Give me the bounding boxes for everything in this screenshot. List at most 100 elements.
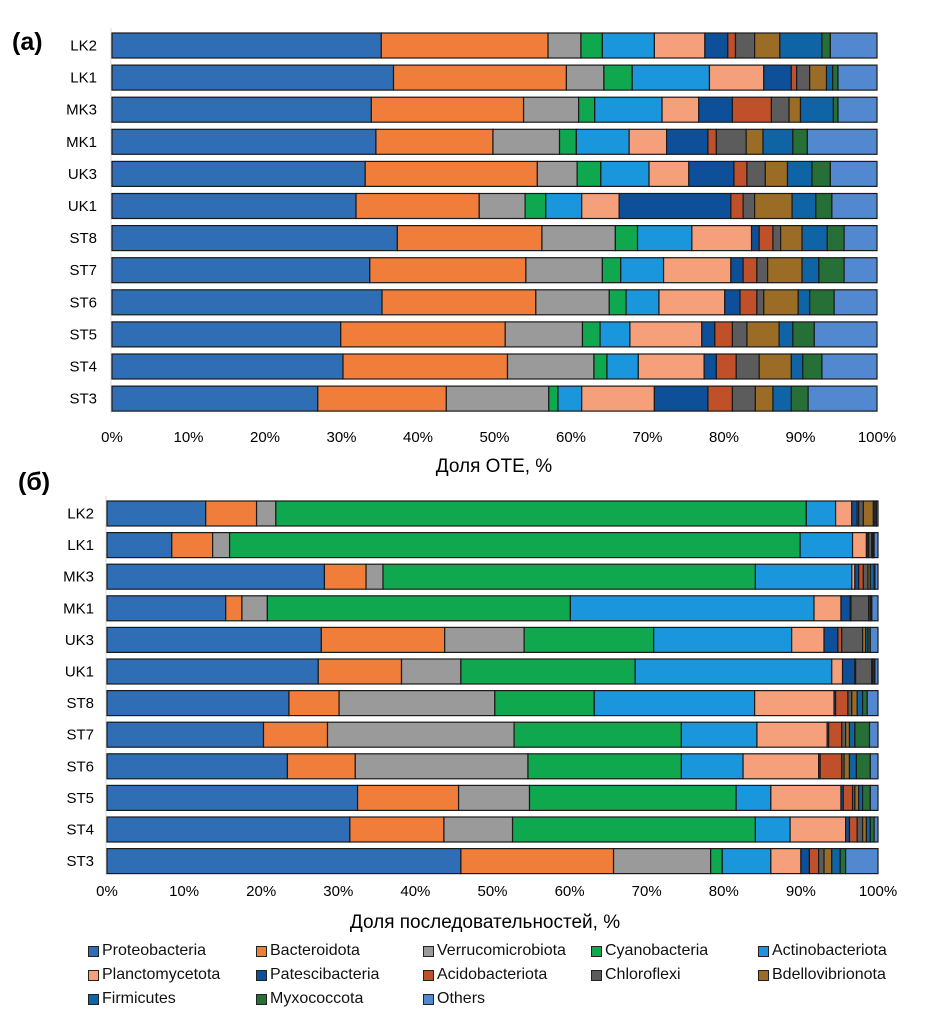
category-label: ST3	[66, 853, 94, 870]
bar-segment-firmicutes	[797, 289, 811, 316]
bar-segment-firmicutes	[801, 225, 828, 252]
category-label: ST6	[69, 294, 97, 311]
bar-segment-proteobacteria	[111, 353, 344, 380]
bar-segment-acidobacteriota	[828, 721, 843, 748]
bar-segment-patescibacteria	[763, 64, 792, 91]
legend-swatch	[591, 945, 602, 957]
category-label: UK1	[68, 198, 97, 215]
bar-segment-bacteroidota	[317, 385, 447, 412]
bar-segment-myxococcota	[861, 784, 871, 812]
bar-segment-myxococcota	[839, 847, 847, 875]
bar-segment-actinobacteriota	[634, 658, 833, 685]
bar-segment-planctomycetota	[851, 531, 868, 559]
bar-segment-planctomycetota	[691, 225, 753, 252]
bar-segment-bacteroidota	[349, 816, 445, 843]
bar-segment-proteobacteria	[106, 563, 326, 590]
category-label: LK2	[67, 506, 94, 523]
bar-segment-planctomycetota	[789, 816, 847, 843]
x-tick-label: 80%	[709, 429, 739, 446]
bar-segment-proteobacteria	[106, 500, 207, 527]
bar-segment-patescibacteria	[698, 96, 734, 123]
bar-segment-planctomycetota	[834, 500, 853, 527]
bar-segment-myxococcota	[790, 385, 809, 412]
bar-segment-patescibacteria	[666, 128, 709, 155]
bar-segment-proteobacteria	[106, 784, 359, 812]
bar-segment-verrucomicrobiota	[241, 595, 268, 622]
bar-segment-others	[875, 500, 879, 527]
bar-segment-others	[868, 721, 879, 748]
bar-segment-actinobacteriota	[653, 626, 793, 654]
bar-segment-cyanobacteria	[581, 321, 601, 348]
x-tick-label: 60%	[555, 883, 585, 900]
bar-segment-planctomycetota	[581, 385, 655, 412]
bar-segment-planctomycetota	[653, 32, 706, 59]
bar-segment-planctomycetota	[756, 721, 828, 748]
legend-label: Firmicutes	[102, 990, 176, 1007]
bar-segment-proteobacteria	[106, 689, 290, 717]
x-tick-label: 0%	[101, 429, 123, 446]
bar-segment-patescibacteria	[840, 595, 851, 622]
bar-segment-acidobacteriota	[742, 257, 758, 284]
panel-a-x-ticks: 0% 10% 20% 30% 40% 50% 60% 70% 80% 90% 100%	[101, 429, 896, 446]
bar-segment-verrucomicrobiota	[444, 626, 525, 654]
bar-segment-actinobacteriota	[721, 847, 772, 875]
panel-a-x-axis-title: Доля ОТЕ, %	[436, 456, 552, 477]
legend-swatch	[758, 969, 769, 981]
bar-segment-bacteroidota	[375, 128, 494, 155]
bar-segment-others	[869, 784, 879, 812]
x-tick-label: 40%	[403, 429, 433, 446]
bar-segment-chloroflexi	[818, 847, 825, 875]
bar-segment-actinobacteriota	[680, 753, 744, 780]
bar-segment-others	[806, 128, 878, 155]
legend-label: Cyanobacteria	[605, 942, 709, 959]
bar-segment-bdellovibrionota	[746, 321, 780, 348]
figure: (a) LK2 LK1 MK3 MK1 UK3 UK1 ST8 ST7 ST6 ST5 ST4 ST3…	[12, 28, 897, 933]
bar-segment-chloroflexi	[734, 32, 756, 59]
bar-segment-planctomycetota	[648, 160, 690, 187]
bar-segment-cyanobacteria	[603, 64, 633, 91]
bar-segment-actinobacteriota	[600, 160, 650, 187]
bar-segment-actinobacteriota	[735, 784, 772, 812]
bar-segment-others	[831, 192, 878, 220]
bar-segment-bacteroidota	[323, 563, 367, 590]
bar-segment-patescibacteria	[851, 500, 858, 527]
category-label: UK3	[65, 632, 94, 649]
bar-segment-others	[845, 847, 879, 875]
bar-segment-planctomycetota	[770, 847, 802, 875]
bar-segment-cyanobacteria	[580, 32, 603, 59]
panel-a: (a) LK2 LK1 MK3 MK1 UK3 UK1 ST8 ST7 ST6 ST5 ST4 ST3…	[12, 28, 896, 477]
bar-segment-planctomycetota	[770, 784, 842, 812]
legend-item: Patescibacteria	[256, 966, 379, 984]
bar-segment-verrucomicrobiota	[506, 353, 595, 380]
bar-segment-verrucomicrobiota	[541, 225, 616, 252]
panel-a-label: (a)	[12, 28, 43, 56]
bar-segment-proteobacteria	[106, 531, 173, 559]
category-label: MK1	[66, 134, 97, 151]
bar-segment-cyanobacteria	[266, 595, 571, 622]
bar-segment-chloroflexi	[772, 225, 782, 252]
legend-item: Myxococcota	[256, 990, 363, 1008]
legend-swatch	[88, 969, 99, 981]
bar-segment-planctomycetota	[661, 96, 700, 123]
x-tick-label: 40%	[400, 883, 430, 900]
bar-segment-acidobacteriota	[707, 385, 734, 412]
category-label: ST6	[66, 758, 94, 775]
bar-segment-others	[829, 160, 878, 187]
bar-segment-bacteroidota	[392, 64, 568, 91]
legend-swatch	[423, 969, 434, 981]
bar-segment-acidobacteriota	[848, 816, 858, 843]
legend-swatch	[758, 945, 769, 957]
legend-item: Bdellovibrionota	[758, 966, 886, 984]
bar-segment-patescibacteria	[841, 658, 856, 685]
bar-segment-verrucomicrobiota	[504, 321, 584, 348]
panel-a-bars	[110, 28, 878, 414]
bar-segment-others	[807, 385, 878, 412]
category-label: ST5	[69, 326, 97, 343]
bar-segment-verrucomicrobiota	[478, 192, 526, 220]
bar-segment-acidobacteriota	[834, 689, 849, 717]
bar-segment-actinobacteriota	[599, 321, 631, 348]
bar-segment-cyanobacteria	[523, 626, 655, 654]
bar-segment-others	[874, 563, 879, 590]
bar-segment-cyanobacteria	[608, 289, 627, 316]
category-label: ST8	[69, 230, 97, 247]
